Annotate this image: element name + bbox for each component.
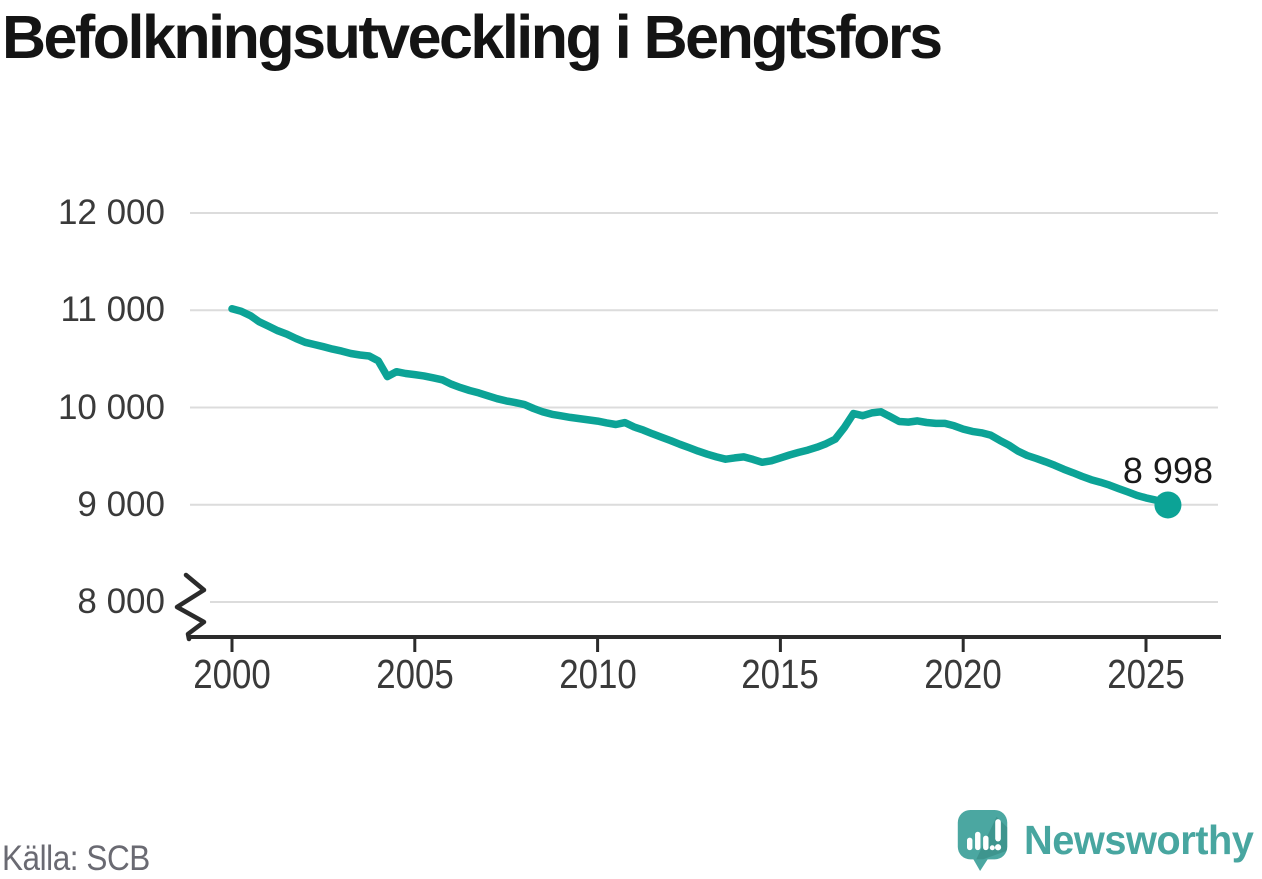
exclamation-icon <box>994 819 1001 842</box>
y-axis-break-icon <box>174 572 207 642</box>
population-series-line <box>228 305 1172 509</box>
series-end-dot <box>1154 491 1182 519</box>
bar-icon <box>974 831 980 851</box>
newsworthy-logo: Newsworthy <box>951 806 1261 874</box>
line-chart-canvas <box>174 212 1221 652</box>
newsworthy-wordmark: Newsworthy <box>1023 817 1254 863</box>
dot-icon <box>989 845 995 851</box>
population-line-chart: 12 000 11 000 10 000 9 000 8 000 2000 2005 2010… <box>58 195 1221 695</box>
source-label: Källa: SCB <box>2 839 150 878</box>
end-value-annotation: 8 998 <box>1122 450 1213 491</box>
bar-icon <box>982 835 989 851</box>
newsworthy-icon <box>957 809 1007 872</box>
bar-icon <box>966 837 972 851</box>
exclamation-dot-icon <box>994 844 1001 851</box>
page-title: Befolkningsutveckling i Bengtsfors <box>2 3 943 71</box>
